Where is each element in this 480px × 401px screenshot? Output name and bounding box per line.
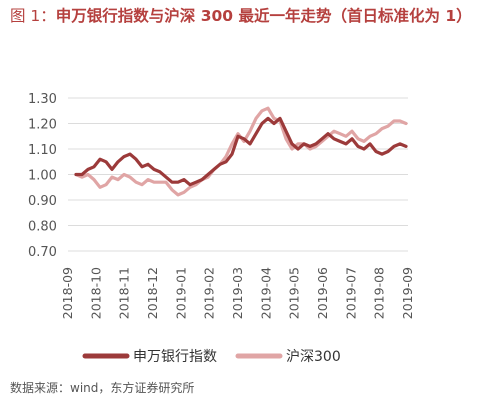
x-tick-label: 2019-01 [173,267,188,319]
x-tick-label: 2018-09 [60,267,75,319]
y-tick-label: 1.00 [28,169,57,184]
series-line [74,116,408,187]
x-tick-label: 2019-08 [372,267,387,319]
x-tick-label: 2019-07 [343,267,358,319]
y-tick-label: 1.30 [28,92,57,107]
figure-label: 图 1： [10,7,56,25]
figure-title-block: 图 1：申万银行指数与沪深 300 最近一年走势（首日标准化为 1） [10,4,472,29]
x-tick-label: 2019-02 [202,267,217,319]
x-tick-label: 2019-03 [230,267,245,319]
x-tick-label: 2018-11 [117,267,132,319]
series-line [74,106,408,197]
x-tick-label: 2019-09 [400,267,415,319]
x-tick-label: 2019-05 [287,267,302,319]
y-tick-label: 1.20 [28,118,57,133]
x-tick-label: 2018-10 [88,267,103,319]
x-tick-label: 2019-06 [315,267,330,319]
y-tick-label: 0.90 [28,194,57,209]
legend-label: 申万银行指数 [133,349,217,365]
x-tick-label: 2019-04 [258,267,273,319]
figure-title: 申万银行指数与沪深 300 最近一年走势（首日标准化为 1） [55,7,472,25]
source-note: 数据来源：wind，东方证券研究所 [10,381,195,395]
y-tick-label: 0.70 [28,245,57,260]
x-tick-label: 2018-12 [145,267,160,319]
y-tick-label: 1.10 [28,143,57,158]
legend-label: 沪深300 [286,349,341,365]
y-tick-label: 0.80 [28,220,57,235]
